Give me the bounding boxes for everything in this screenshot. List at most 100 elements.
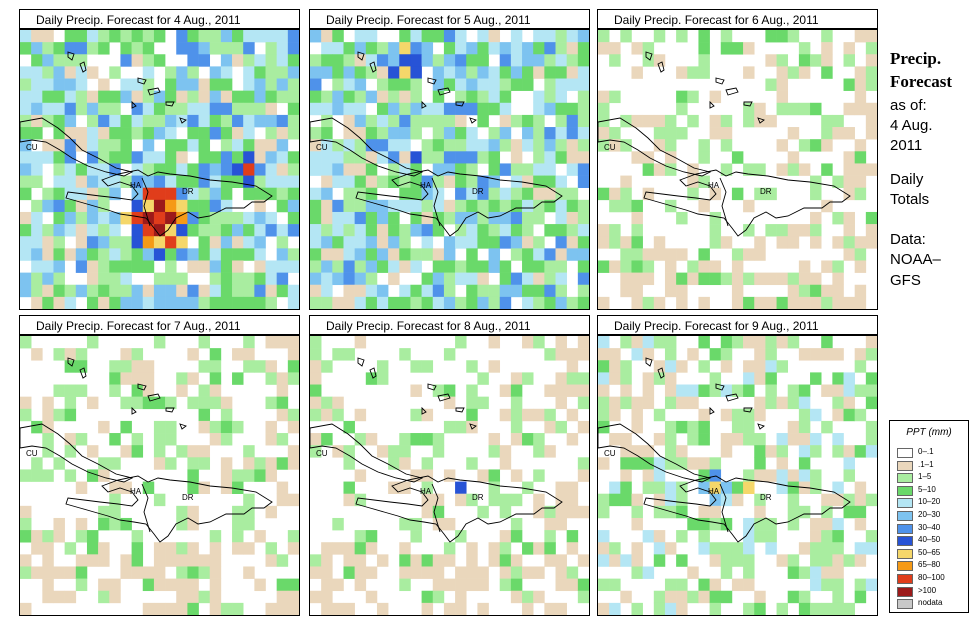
precip-cell [854,384,867,397]
precip-cell [854,66,867,79]
precip-cell [455,272,467,286]
precip-cell [354,236,367,249]
precip-cell [131,384,144,397]
precip-cell [220,151,233,164]
precip-cell [620,481,632,494]
precip-cell [321,566,333,579]
precip-cell [220,139,233,152]
precip-cell [64,66,77,79]
precip-cell [176,578,188,592]
precip-cell [131,566,144,579]
precip-cell [466,102,478,116]
precip-cell [120,396,132,410]
precip-cell [410,248,422,261]
precip-cell [488,493,501,507]
precip-cell [388,260,400,273]
precip-cell [376,66,389,79]
precip-cell [243,224,255,237]
precip-cell [609,42,621,55]
precip-cell [577,102,589,116]
precip-cell [354,175,367,188]
precip-cell [709,505,722,519]
precip-cell [243,469,255,482]
precip-map: CU HA DR [309,335,590,616]
precip-cell [598,493,610,507]
precip-cell [198,78,211,91]
precip-cell [265,433,277,446]
precip-cell [75,90,88,104]
precip-cell [142,396,155,410]
precip-cell [455,260,467,273]
precip-cell [220,211,233,225]
precip-cell [466,248,478,261]
precip-cell [153,151,166,164]
precip-cell [720,272,733,286]
precip-cell [410,224,422,237]
precip-cell [709,602,722,615]
data-source-line2: NOAA– [890,251,941,268]
precip-cell [754,236,766,249]
precip-cell [86,42,99,55]
precip-cell [577,114,589,128]
precip-cell [731,248,744,261]
island-coastline [709,100,715,109]
legend-label: 40–50 [918,535,941,545]
precip-cell [631,114,643,128]
precip-cell [533,127,545,140]
precip-cell [388,248,400,261]
precip-cell [698,481,710,494]
precip-cell [287,578,299,592]
precip-cell [42,66,54,79]
precip-cell [832,236,844,249]
precip-cell [466,554,478,567]
precip-cell [843,211,855,225]
precip-cell [64,296,77,309]
precip-cell [642,296,655,309]
precip-cell [664,284,677,298]
precip-cell [98,42,110,55]
island-coastline [165,407,175,413]
precip-cell [843,296,855,309]
precip-cell [843,248,855,261]
precip-cell [287,199,299,213]
precip-cell [109,360,121,373]
precip-cell [664,272,677,286]
precip-cell [821,554,833,567]
precip-cell [209,102,222,116]
legend-label: .1–1 [918,459,934,469]
precip-cell [544,284,556,298]
precip-cell [265,114,277,128]
precip-cell [98,260,110,273]
legend-swatch [897,574,913,584]
precip-cell [187,139,199,152]
precip-cell [109,517,121,531]
legend-swatch [897,599,913,610]
precip-cell [421,211,434,225]
precip-cell [20,505,32,519]
precip-cell [399,348,411,361]
precip-cell [131,260,144,273]
precip-cell [86,224,99,237]
precip-cell [865,30,877,43]
precip-cell [165,199,177,213]
precip-cell [499,296,512,309]
precip-cell [731,481,744,494]
precip-cell [243,360,255,373]
haiti-dr-border [431,177,441,227]
precip-cell [720,542,733,555]
precip-cell [821,296,833,309]
precip-cell [642,260,655,273]
precip-cell [555,66,567,79]
precip-cell [354,42,367,55]
precip-cell [499,224,512,237]
precip-cell [354,530,367,543]
precip-cell [98,542,110,555]
precip-cell [477,54,489,67]
precip-cell [153,187,166,201]
precip-cell [499,42,512,55]
precip-cell [466,66,478,79]
precip-cell [254,151,266,164]
precip-cell [455,187,467,201]
precip-cell [376,139,389,152]
precip-cell [265,42,277,55]
